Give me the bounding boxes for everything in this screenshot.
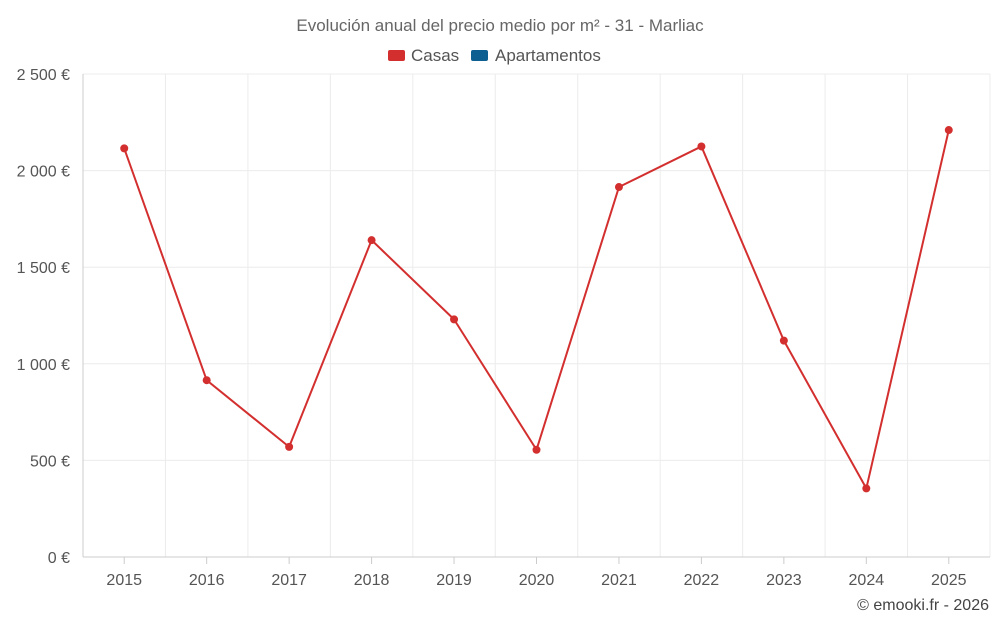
- x-tick-label: 2020: [519, 572, 555, 589]
- data-point[interactable]: [697, 142, 706, 151]
- y-tick-label: 2 500 €: [17, 67, 70, 84]
- x-tick-label: 2024: [849, 572, 885, 589]
- y-tick-label: 1 500 €: [17, 260, 70, 277]
- chart-title: Evolución anual del precio medio por m² …: [296, 16, 704, 35]
- legend-swatch-apartamentos[interactable]: [471, 50, 488, 61]
- x-tick-label: 2025: [931, 572, 967, 589]
- x-tick-label: 2023: [766, 572, 802, 589]
- data-point[interactable]: [367, 236, 376, 245]
- credit-text: © emooki.fr - 2026: [857, 597, 989, 614]
- x-tick-label: 2019: [436, 572, 472, 589]
- y-tick-label: 0 €: [48, 550, 70, 567]
- x-tick-label: 2022: [684, 572, 720, 589]
- x-tick-label: 2015: [106, 572, 142, 589]
- y-tick-label: 1 000 €: [17, 357, 70, 374]
- data-point[interactable]: [944, 126, 953, 135]
- y-axis: 0 € 500 € 1 000 € 1 500 € 2 000 € 2 500 €: [17, 67, 84, 567]
- x-tick-label: 2017: [271, 572, 307, 589]
- x-tick-label: 2021: [601, 572, 637, 589]
- data-point[interactable]: [202, 376, 211, 385]
- legend: Casas Apartamentos: [388, 46, 601, 65]
- x-tick-label: 2018: [354, 572, 390, 589]
- data-point[interactable]: [285, 442, 294, 451]
- x-tick-label: 2016: [189, 572, 225, 589]
- series-casas: [120, 126, 953, 493]
- x-axis: 2015 2016 2017 2018 2019 2020 2021 2022 2023 2024…: [83, 556, 990, 589]
- grid-lines: [82, 73, 991, 557]
- data-point[interactable]: [862, 484, 871, 493]
- y-tick-label: 500 €: [30, 453, 70, 470]
- data-point[interactable]: [450, 315, 459, 324]
- data-point[interactable]: [120, 144, 129, 153]
- legend-label-apartamentos[interactable]: Apartamentos: [495, 46, 601, 65]
- data-point[interactable]: [614, 183, 623, 192]
- legend-swatch-casas[interactable]: [388, 50, 405, 61]
- data-point[interactable]: [779, 336, 788, 345]
- data-point[interactable]: [532, 445, 541, 454]
- legend-label-casas[interactable]: Casas: [411, 46, 459, 65]
- y-tick-label: 2 000 €: [17, 164, 70, 181]
